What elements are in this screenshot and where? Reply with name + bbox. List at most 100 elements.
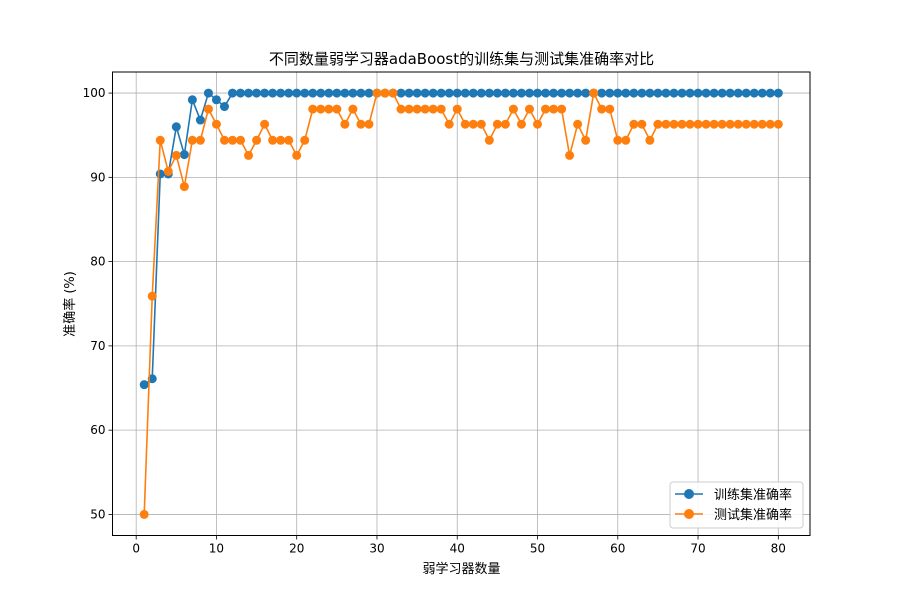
data-point — [533, 88, 542, 98]
data-point — [420, 88, 430, 98]
x-tick-label: 70 — [690, 542, 705, 556]
data-point — [725, 119, 735, 129]
data-point — [356, 119, 366, 129]
data-point — [332, 104, 342, 114]
data-point — [276, 88, 286, 98]
data-point — [637, 119, 647, 129]
data-point — [693, 88, 703, 98]
data-point — [581, 88, 591, 98]
data-point — [252, 135, 262, 145]
data-point — [765, 119, 775, 129]
data-point — [284, 88, 294, 98]
data-point — [324, 88, 334, 98]
data-point — [195, 115, 205, 125]
data-point — [549, 104, 559, 114]
data-point — [219, 102, 229, 112]
data-point — [557, 104, 567, 114]
x-axis-title: 弱学习器数量 — [422, 561, 500, 577]
data-point — [436, 88, 446, 98]
data-point — [252, 88, 262, 98]
data-point — [741, 88, 751, 98]
data-point — [524, 104, 534, 114]
data-point — [549, 88, 559, 98]
data-point — [749, 119, 759, 129]
data-point — [340, 119, 350, 129]
y-tick-label: 80 — [90, 255, 105, 269]
x-tick-label: 80 — [771, 542, 786, 556]
data-point — [669, 88, 679, 98]
data-point — [637, 88, 647, 98]
data-point — [155, 135, 165, 145]
series-layer — [139, 88, 783, 519]
data-point — [605, 88, 615, 98]
data-point — [541, 104, 551, 114]
data-point — [404, 104, 414, 114]
data-point — [236, 88, 246, 98]
y-tick-label: 90 — [90, 170, 105, 184]
data-point — [685, 88, 695, 98]
data-point — [557, 88, 567, 98]
data-point — [300, 88, 310, 98]
data-point — [468, 119, 478, 129]
data-point — [340, 88, 350, 98]
data-point — [412, 104, 422, 114]
legend-label-train: 训练集准确率 — [714, 487, 792, 503]
data-point — [292, 150, 302, 160]
data-point — [332, 88, 342, 98]
data-point — [244, 88, 254, 98]
data-point — [195, 135, 205, 145]
data-point — [308, 88, 318, 98]
data-point — [685, 119, 695, 129]
data-point — [396, 104, 406, 114]
data-point — [452, 104, 462, 114]
data-point — [292, 88, 302, 98]
plot-frame — [112, 71, 811, 536]
data-point — [364, 119, 374, 129]
data-point — [211, 119, 221, 129]
data-point — [219, 135, 229, 145]
data-point — [412, 88, 422, 98]
data-point — [733, 88, 743, 98]
data-point — [677, 119, 687, 129]
data-point — [589, 88, 599, 98]
legend-box — [669, 481, 804, 529]
data-point — [693, 119, 703, 129]
data-point — [653, 88, 663, 98]
data-point — [228, 135, 237, 145]
x-tick-label: 0 — [132, 542, 140, 556]
tick-layer: 0 10 20 30 40 50 60 70 80 50 60 70 80 90 100 — [83, 86, 786, 555]
data-point — [508, 88, 518, 98]
data-point — [187, 95, 197, 105]
x-tick-label: 50 — [530, 542, 545, 556]
data-point — [565, 150, 575, 160]
data-point — [276, 135, 286, 145]
data-point — [645, 88, 655, 98]
data-point — [749, 88, 759, 98]
legend-marker-test — [684, 509, 694, 519]
legend-label-test: 测试集准确率 — [714, 507, 792, 523]
data-point — [236, 135, 246, 145]
data-point — [139, 509, 149, 519]
data-point — [757, 119, 767, 129]
data-point — [420, 104, 430, 114]
data-point — [701, 119, 711, 129]
data-point — [605, 104, 615, 114]
data-point — [733, 119, 743, 129]
data-point — [661, 88, 671, 98]
data-point — [364, 88, 374, 98]
x-tick-label: 30 — [369, 542, 384, 556]
data-point — [356, 88, 366, 98]
y-tick-label: 50 — [90, 507, 105, 521]
data-point — [500, 88, 510, 98]
data-point — [773, 88, 783, 98]
data-point — [284, 135, 294, 145]
data-point — [645, 135, 655, 145]
data-point — [396, 88, 406, 98]
data-point — [428, 88, 438, 98]
data-point — [597, 104, 607, 114]
data-point — [725, 88, 735, 98]
x-tick-label: 10 — [209, 542, 224, 556]
data-point — [324, 104, 334, 114]
